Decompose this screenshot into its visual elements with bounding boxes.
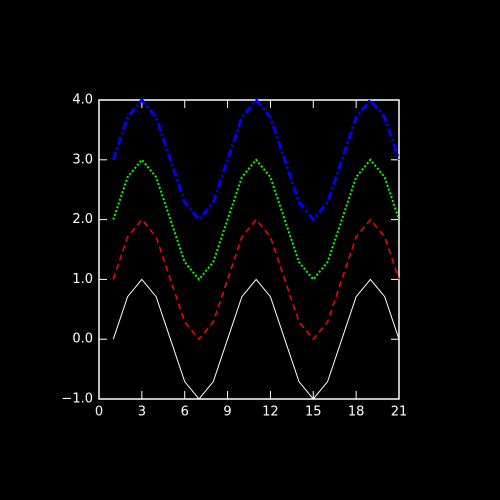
x-tick-label: 0 (95, 405, 103, 420)
x-tick-label: 12 (262, 405, 279, 420)
series-line (112, 218, 400, 341)
y-tick-label: 1.0 (72, 272, 93, 287)
plot-frame (98, 99, 400, 400)
x-tick-label: 18 (348, 405, 365, 420)
y-tick-label: 2.0 (72, 212, 93, 227)
x-tick-label: 3 (138, 405, 146, 420)
series-line (112, 278, 400, 400)
x-tick-label: 15 (305, 405, 322, 420)
y-tick-label: 3.0 (72, 152, 93, 167)
x-tick-label: 9 (223, 405, 231, 420)
y-tick-label: 0.0 (72, 332, 93, 347)
y-tick-label: −1.0 (61, 392, 93, 407)
series-line (112, 158, 400, 281)
x-tick-label: 6 (181, 405, 189, 420)
series-line (111, 97, 401, 222)
y-tick-label: 4.0 (72, 93, 93, 108)
x-tick-label: 21 (391, 405, 408, 420)
